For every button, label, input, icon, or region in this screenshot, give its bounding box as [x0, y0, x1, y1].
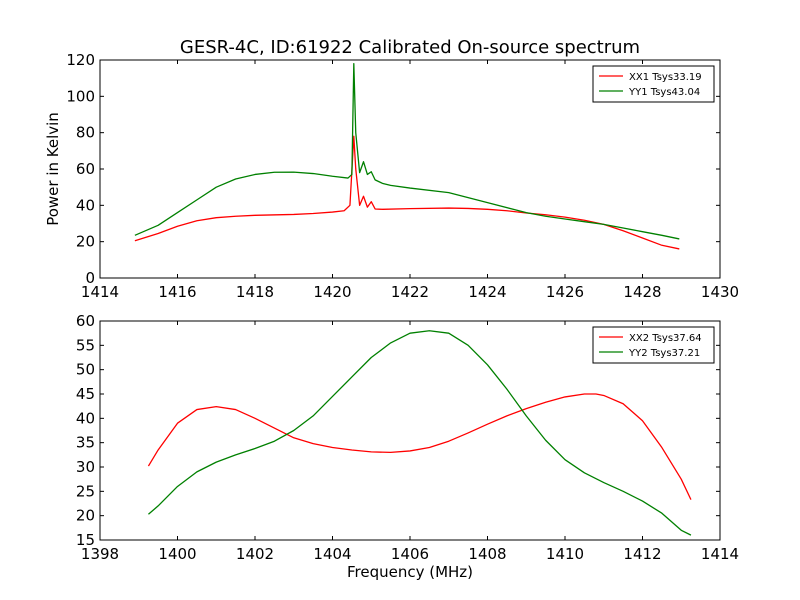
y-tick-label: 40 [76, 196, 95, 214]
x-tick-label: 1398 [81, 545, 119, 563]
bottom-spectrum-plot: 1398 1400 1402 1404 1406 1408 1410 1412 1414 15 20… [76, 312, 739, 563]
x-axis-label: Frequency (MHz) [347, 563, 473, 581]
legend: XX1 Tsys33.19 YY1 Tsys43.04 [592, 65, 715, 103]
y-tick-label: 120 [66, 51, 95, 69]
y-tick-label: 60 [76, 160, 95, 178]
x-tick-label: 1408 [468, 545, 506, 563]
legend-label: YY2 Tsys37.21 [628, 348, 700, 359]
y-tick-label: 20 [76, 507, 95, 525]
x-tick-label: 1404 [313, 545, 351, 563]
legend: XX2 Tsys37.64 YY2 Tsys37.21 [592, 326, 715, 364]
x-tick-label: 1430 [701, 283, 739, 301]
series-line-2 [148, 330, 692, 536]
legend-label: XX2 Tsys37.64 [629, 333, 702, 344]
legend-box [592, 326, 715, 364]
y-tick-label: 35 [76, 434, 95, 452]
x-tick-label: 1422 [391, 283, 429, 301]
x-tick-label: 1402 [236, 545, 274, 563]
y-tick-label: 20 [76, 233, 95, 251]
y-tick-label: 45 [76, 385, 95, 403]
y-tick-label: 30 [76, 458, 95, 476]
x-tick-label: 1410 [546, 545, 584, 563]
series-line-1 [147, 393, 692, 500]
x-tick-label: 1400 [158, 545, 196, 563]
x-tick-label: 1412 [623, 545, 661, 563]
y-tick-label: 80 [76, 124, 95, 142]
x-tick-label: 1414 [81, 283, 119, 301]
x-tick-label: 1424 [468, 283, 506, 301]
top-spectrum-plot: 1414 1416 1418 1420 1422 1424 1426 1428 1430 0 20 4… [66, 51, 739, 301]
x-tick-label: 1418 [236, 283, 274, 301]
series-line-1 [134, 135, 680, 250]
legend-label: YY1 Tsys43.04 [628, 87, 700, 98]
y-tick-label: 0 [85, 269, 95, 287]
x-tick-label: 1428 [623, 283, 661, 301]
y-tick-label: 15 [76, 531, 95, 549]
y-tick-label: 100 [66, 87, 95, 105]
chart-title: GESR-4C, ID:61922 Calibrated On-source s… [180, 37, 640, 58]
x-tick-label: 1420 [313, 283, 351, 301]
x-tick-label: 1416 [158, 283, 196, 301]
legend-box [592, 65, 715, 103]
y-tick-label: 55 [76, 336, 95, 354]
y-tick-label: 60 [76, 312, 95, 330]
series-line-2 [134, 62, 680, 240]
y-tick-label: 40 [76, 409, 95, 427]
x-tick-label: 1414 [701, 545, 739, 563]
x-tick-label: 1426 [546, 283, 584, 301]
y-axis-label: Power in Kelvin [44, 112, 62, 226]
x-tick-label: 1406 [391, 545, 429, 563]
y-tick-label: 50 [76, 361, 95, 379]
y-tick-label: 25 [76, 482, 95, 500]
legend-label: XX1 Tsys33.19 [629, 72, 702, 83]
